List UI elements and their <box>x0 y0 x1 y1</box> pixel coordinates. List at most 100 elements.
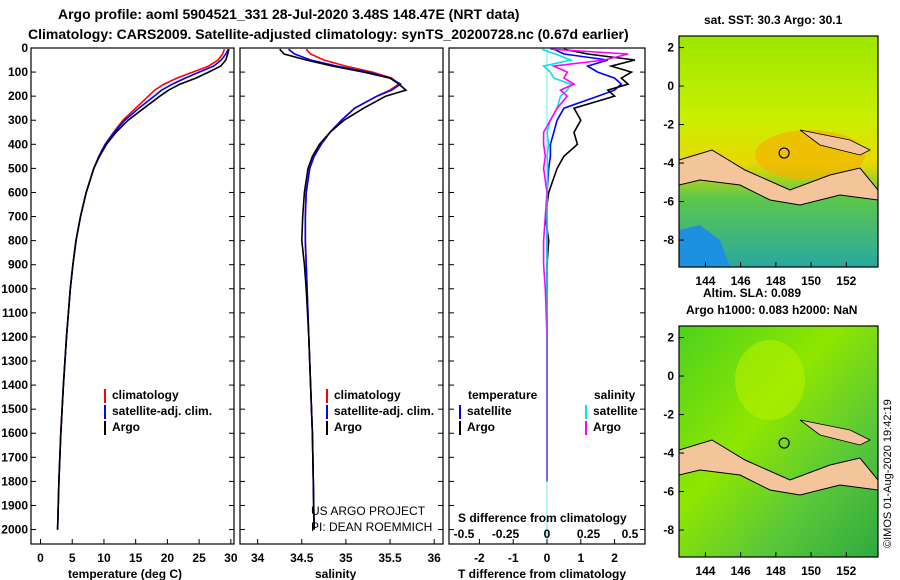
map-y-tick-label: -2 <box>663 408 674 422</box>
land-mass <box>679 439 878 496</box>
x-tick-label: 20 <box>161 551 175 565</box>
sla-map: Altim. SLA: 0.089 Argo h1000: 0.083 h200… <box>663 286 879 578</box>
salinity-frame <box>239 47 444 545</box>
map-y-tick-label: -4 <box>663 446 674 460</box>
y-tick-label: 900 <box>8 258 28 272</box>
y-tick-label: 100 <box>8 65 28 79</box>
map-x-tick-label: 152 <box>836 564 856 578</box>
y-tick-label: 1500 <box>1 402 28 416</box>
copyright-stamp: ©IMOS 01-Aug-2020 19:42:19 <box>882 399 894 548</box>
legend-label-satellite: satellite-adj. clim. <box>334 404 434 418</box>
sst-map: sat. SST: 30.3 Argo: 30.1 144 146 148 150 15… <box>663 13 879 288</box>
x-tick-label: 0 <box>37 551 44 565</box>
sla-map-title-1: Altim. SLA: 0.089 <box>703 286 801 300</box>
sst-map-title: sat. SST: 30.3 Argo: 30.1 <box>704 13 843 27</box>
map-y-tick-label: 2 <box>667 331 674 345</box>
s-diff-tick-label: 0 <box>544 527 551 541</box>
map-y-tick-label: 2 <box>667 41 674 55</box>
y-tick-label: 1900 <box>1 498 28 512</box>
y-tick-label: 1600 <box>1 426 28 440</box>
x-tick-label: 10 <box>97 551 111 565</box>
series-line-satellite-adj-clim- <box>288 48 403 530</box>
y-tick-label: 700 <box>8 210 28 224</box>
series-line-climatology <box>304 48 401 530</box>
s-diff-tick-label: 0.5 <box>622 527 639 541</box>
x-tick-label: 35 <box>339 551 353 565</box>
x-tick-label: 34.5 <box>290 551 314 565</box>
series-line-climatology <box>56 48 226 530</box>
t-difference-label: T difference from climatology <box>458 567 626 580</box>
annotation-project: US ARGO PROJECT <box>311 504 426 518</box>
temperature-panel: 0 5 10 15 20 25 300100200300400500600700800900… <box>1 41 238 580</box>
salinity-legend: climatology satellite-adj. clim. Argo <box>326 388 434 435</box>
sla-map-title-2: Argo h1000: 0.083 h2000: NaN <box>686 303 857 317</box>
s-diff-tick-label: -0.5 <box>454 527 475 541</box>
map-y-tick-label: -8 <box>663 233 674 247</box>
map-x-tick-label: 150 <box>801 274 821 288</box>
x-tick-label: 15 <box>129 551 143 565</box>
map-y-tick-label: 0 <box>667 79 674 93</box>
y-tick-label: 1300 <box>1 354 28 368</box>
legend-label-t-satellite: satellite <box>467 404 512 418</box>
map-x-tick-label: 146 <box>731 564 751 578</box>
y-tick-label: 0 <box>21 41 28 55</box>
map-y-tick-label: -2 <box>663 118 674 132</box>
x-tick-label: 35.5 <box>378 551 402 565</box>
island <box>799 419 871 446</box>
sst-map-frame <box>678 35 879 268</box>
x-tick-label: -1 <box>508 551 519 565</box>
map-y-tick-label: -6 <box>663 485 674 499</box>
y-tick-label: 2000 <box>1 523 28 537</box>
legend-label-satellite: satellite-adj. clim. <box>112 404 212 418</box>
legend-label-s-satellite: satellite <box>593 404 638 418</box>
map-x-tick-label: 150 <box>801 564 821 578</box>
legend-label-argo: Argo <box>112 420 140 434</box>
series-line-salinity-argo <box>542 48 629 482</box>
s-diff-tick-label: 0.25 <box>577 527 601 541</box>
temperature-xlabel: temperature (deg C) <box>68 567 182 580</box>
y-tick-label: 1200 <box>1 330 28 344</box>
s-difference-label: S difference from climatology <box>458 511 627 525</box>
annotation-pi: PI: DEAN ROEMMICH <box>311 520 432 534</box>
series-line-argo <box>279 48 408 530</box>
argo-position-marker <box>778 437 790 449</box>
x-tick-label: 34 <box>251 551 265 565</box>
x-tick-label: 30 <box>224 551 238 565</box>
x-tick-label: 25 <box>192 551 206 565</box>
sla-map-frame <box>678 325 879 558</box>
map-x-tick-label: 144 <box>695 274 715 288</box>
land-mass <box>679 149 878 206</box>
temperature-diff-legend: temperature satellite Argo <box>459 388 538 435</box>
y-tick-label: 1000 <box>1 282 28 296</box>
map-x-tick-label: 146 <box>731 274 751 288</box>
s-diff-tick-label: -0.25 <box>492 527 520 541</box>
legend-label-s-argo: Argo <box>593 420 621 434</box>
island <box>799 129 871 156</box>
series-line-satellite-adj-clim- <box>56 48 230 530</box>
salinity-diff-legend: salinity satellite Argo <box>585 388 638 435</box>
y-tick-label: 800 <box>8 234 28 248</box>
temperature-legend: climatology satellite-adj. clim. Argo <box>104 388 212 435</box>
map-y-tick-label: -6 <box>663 195 674 209</box>
map-x-tick-label: 148 <box>766 274 786 288</box>
y-tick-label: 300 <box>8 113 28 127</box>
temperature-frame <box>30 47 235 545</box>
map-x-tick-label: 144 <box>695 564 715 578</box>
x-tick-label: 36 <box>427 551 441 565</box>
salinity-xlabel: salinity <box>315 567 357 580</box>
title-line-1: Argo profile: aoml 5904521_331 28-Jul-20… <box>58 6 520 22</box>
x-tick-label: -2 <box>474 551 485 565</box>
y-tick-label: 200 <box>8 89 28 103</box>
legend-title-salinity: salinity <box>594 388 636 402</box>
difference-panel: -2 -1 0 1 2 -0.5 -0.25 0 0.25 0.5 S difference fr… <box>448 47 646 580</box>
x-tick-label: 0 <box>544 551 551 565</box>
y-tick-label: 1400 <box>1 378 28 392</box>
legend-label-argo: Argo <box>334 420 362 434</box>
title-line-2: Climatology: CARS2009. Satellite-adjuste… <box>28 26 629 42</box>
x-tick-label: 1 <box>577 551 584 565</box>
map-y-tick-label: -4 <box>663 156 674 170</box>
legend-title-temperature: temperature <box>468 388 538 402</box>
y-tick-label: 600 <box>8 185 28 199</box>
map-y-tick-label: -8 <box>663 523 674 537</box>
